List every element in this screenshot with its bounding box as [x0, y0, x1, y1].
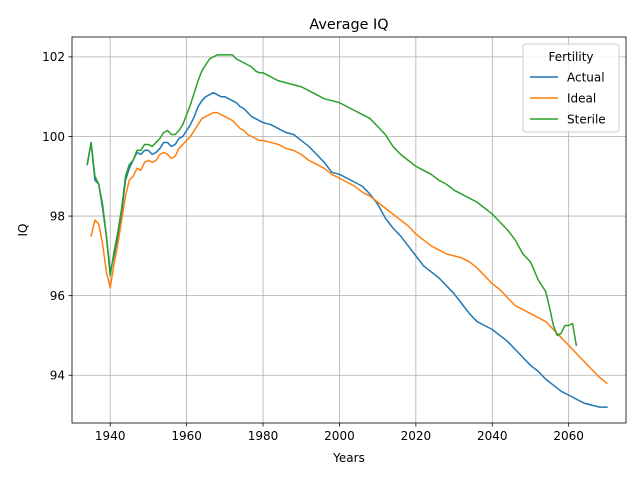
legend-label-ideal: Ideal: [567, 91, 596, 105]
legend-items: Actual Ideal Sterile: [530, 70, 606, 126]
x-tick-label: 2020: [401, 429, 432, 443]
x-tick-label: 2000: [324, 429, 355, 443]
grid-lines: [72, 37, 626, 423]
axis-ticks: 1940 1960 1980 2000 2020 2040 2060 94 96 98 100 102: [42, 50, 584, 443]
series-layer: [86, 54, 608, 408]
y-tick-label: 96: [50, 289, 65, 303]
chart-title: Average IQ: [309, 17, 388, 33]
series-line-actual: [86, 91, 608, 408]
y-axis-label: IQ: [16, 224, 30, 237]
legend-label-actual: Actual: [567, 70, 605, 84]
legend-title: Fertility: [548, 50, 593, 64]
x-tick-label: 1940: [95, 429, 126, 443]
x-tick-label: 2060: [553, 429, 584, 443]
plot-frame: [71, 36, 627, 424]
series-line-sterile: [86, 54, 578, 347]
y-tick-label: 98: [50, 209, 65, 223]
y-tick-label: 100: [42, 130, 65, 144]
legend-label-sterile: Sterile: [567, 112, 606, 126]
legend: Fertility Actual Ideal Sterile: [522, 43, 620, 133]
x-axis-label: Years: [332, 451, 365, 465]
series-line-ideal: [90, 111, 608, 385]
x-tick-label: 1980: [248, 429, 279, 443]
x-tick-label: 1960: [171, 429, 202, 443]
y-tick-label: 102: [42, 50, 65, 64]
legend-box: [522, 43, 620, 133]
x-tick-label: 2040: [477, 429, 508, 443]
y-tick-label: 94: [50, 369, 65, 383]
